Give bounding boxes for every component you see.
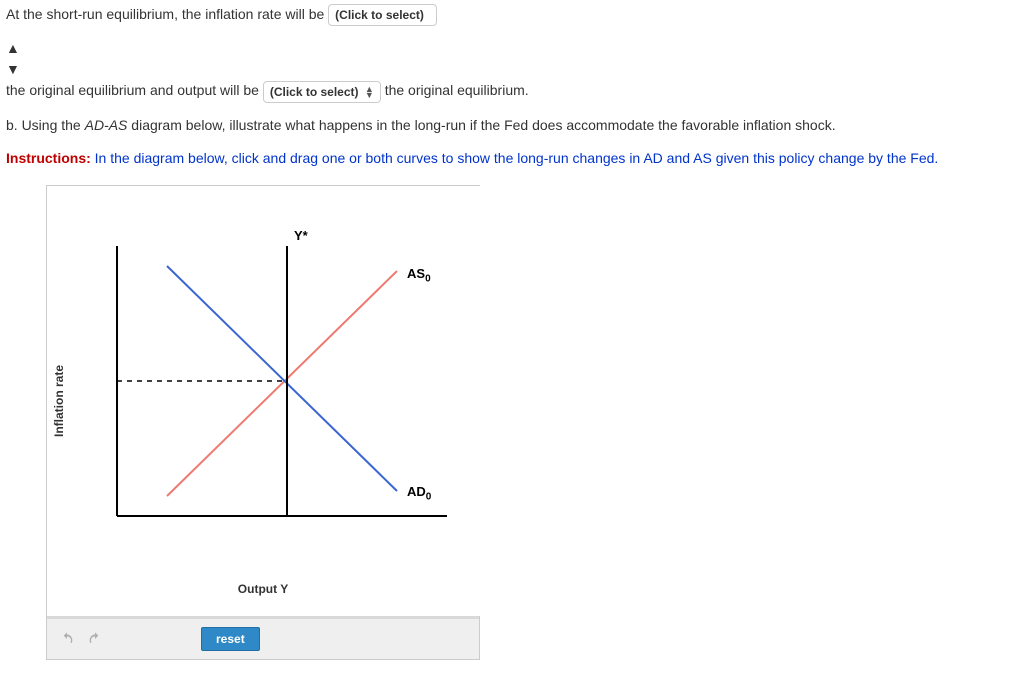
x-axis-label: Output Y [47, 580, 479, 598]
y-axis-label: Inflation rate [50, 365, 68, 437]
undo-icon[interactable] [57, 629, 77, 649]
output-dropdown[interactable]: (Click to select) ▲▼ [263, 81, 381, 103]
question-paragraph-1: At the short-run equilibrium, the inflat… [6, 4, 1018, 26]
graph-toolbar: reset [47, 616, 479, 659]
redo-icon[interactable] [85, 629, 105, 649]
instructions-text: In the diagram below, click and drag one… [91, 150, 939, 166]
graph-panel: Inflation rate Output Y Y* AS0 AD0 reset [46, 185, 480, 660]
graph-area[interactable]: Inflation rate Output Y Y* AS0 AD0 [47, 186, 479, 616]
dropdown-label: (Click to select) [335, 8, 424, 22]
dropdown-arrows-icon: ▲▼ [365, 86, 374, 98]
dropdown-label: (Click to select) [270, 85, 359, 99]
ad-curve-label: AD0 [407, 482, 431, 505]
instructions-line: Instructions: In the diagram below, clic… [6, 148, 1018, 169]
as-curve-label: AS0 [407, 264, 431, 287]
text: At the short-run equilibrium, the inflat… [6, 6, 328, 22]
ad-as-chart-svg[interactable] [47, 186, 481, 616]
text: b. Using the [6, 117, 85, 133]
text: the original equilibrium and output will… [6, 82, 263, 98]
text-italic: AD-AS [85, 117, 128, 133]
graph-widget: Inflation rate Output Y Y* AS0 AD0 reset [46, 185, 480, 660]
inflation-dropdown[interactable]: (Click to select) [328, 4, 437, 26]
y-star-label: Y* [294, 226, 308, 246]
reset-button[interactable]: reset [201, 627, 260, 651]
text: the original equilibrium. [385, 82, 529, 98]
instructions-label: Instructions: [6, 150, 91, 166]
question-paragraph-2: b. Using the AD-AS diagram below, illust… [6, 115, 1018, 136]
text: diagram below, illustrate what happens i… [127, 117, 835, 133]
